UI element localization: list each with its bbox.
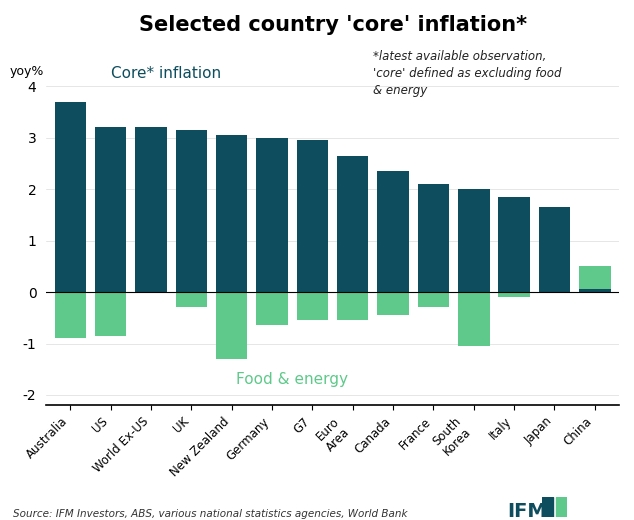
- Text: Core* inflation: Core* inflation: [111, 66, 221, 81]
- Bar: [95, 127, 126, 292]
- Text: Source: IFM Investors, ABS, various national statistics agencies, World Bank: Source: IFM Investors, ABS, various nati…: [13, 510, 407, 519]
- Bar: [95, 292, 126, 336]
- Bar: [337, 292, 368, 320]
- Title: Selected country 'core' inflation*: Selected country 'core' inflation*: [138, 15, 527, 35]
- Bar: [55, 101, 86, 292]
- Text: *latest available observation,
'core' defined as excluding food
& energy: *latest available observation, 'core' de…: [373, 50, 562, 97]
- Bar: [498, 197, 530, 292]
- Bar: [458, 189, 489, 292]
- Bar: [458, 292, 489, 346]
- Bar: [216, 292, 247, 359]
- Bar: [256, 292, 288, 326]
- Text: IFM: IFM: [507, 502, 547, 520]
- Bar: [176, 292, 207, 307]
- Bar: [176, 130, 207, 292]
- Bar: [579, 266, 611, 292]
- Bar: [579, 290, 611, 292]
- Bar: [377, 292, 409, 315]
- Bar: [556, 497, 567, 517]
- Text: yoy%: yoy%: [10, 66, 44, 79]
- Bar: [539, 286, 570, 292]
- Bar: [216, 135, 247, 292]
- Bar: [377, 171, 409, 292]
- Bar: [337, 155, 368, 292]
- Bar: [135, 284, 167, 292]
- Bar: [297, 140, 328, 292]
- Bar: [55, 292, 86, 339]
- Bar: [135, 127, 167, 292]
- Bar: [539, 207, 570, 292]
- Bar: [256, 138, 288, 292]
- Bar: [498, 292, 530, 297]
- Bar: [418, 292, 449, 307]
- Bar: [418, 184, 449, 292]
- Bar: [542, 497, 553, 517]
- Text: Food & energy: Food & energy: [236, 372, 348, 387]
- Bar: [297, 292, 328, 320]
